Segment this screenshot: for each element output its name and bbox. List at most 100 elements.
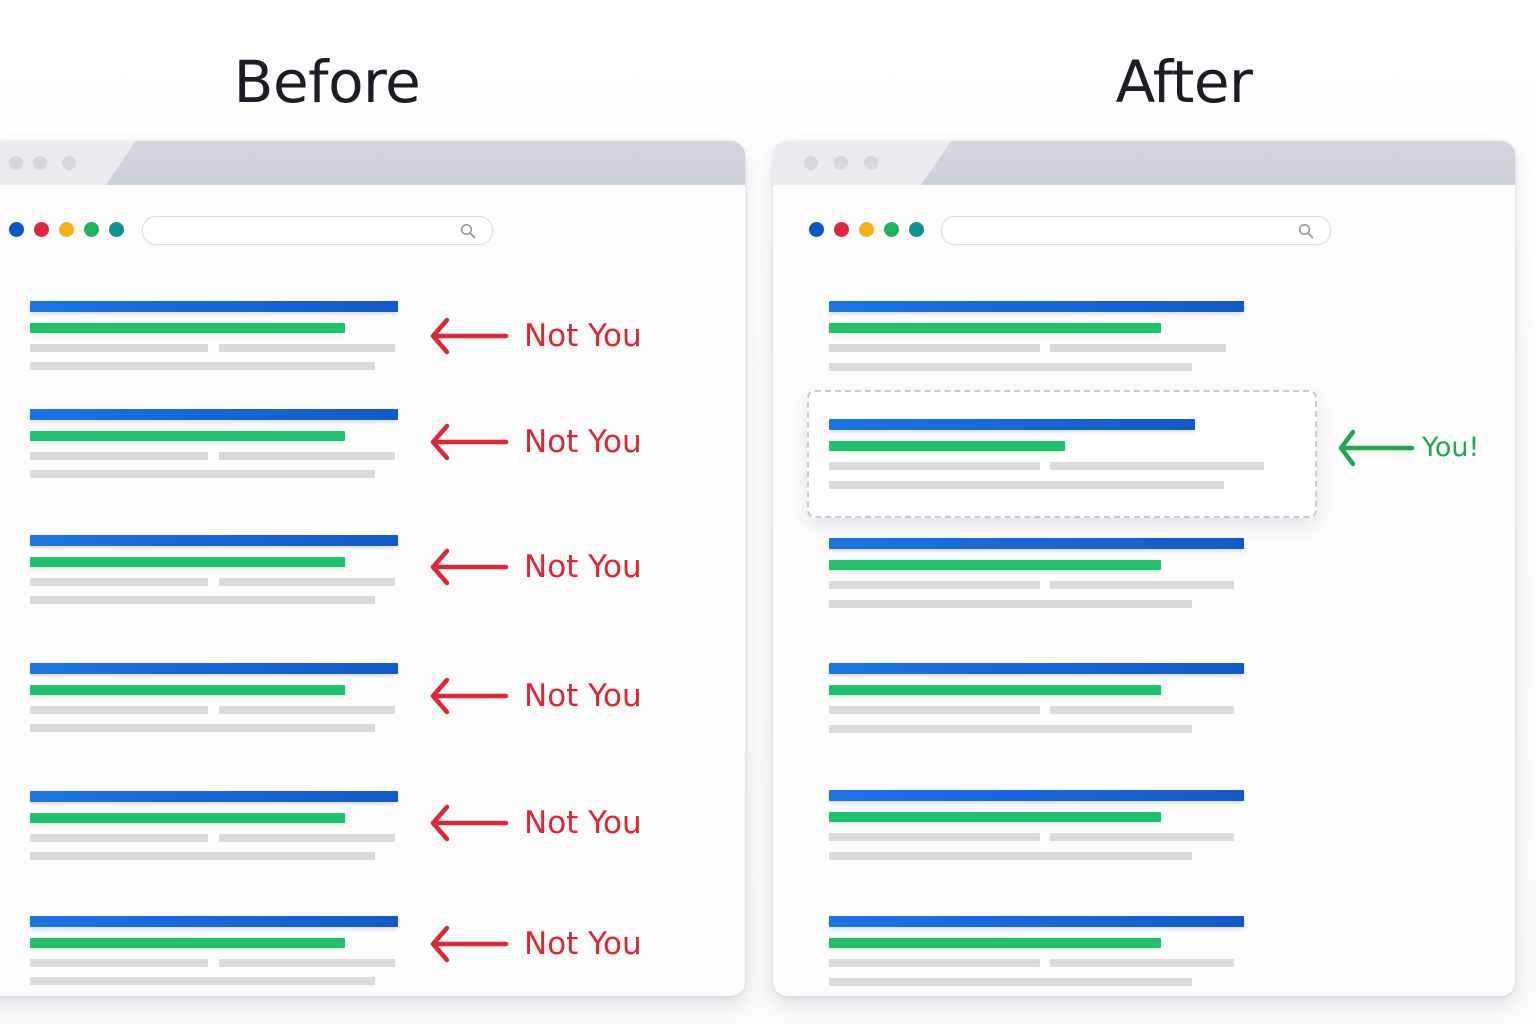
arrow-left-icon: [430, 804, 509, 842]
result-title-line[interactable]: [829, 538, 1244, 549]
result-snippet-line: [829, 344, 1040, 352]
not-you-label: Not You: [524, 549, 642, 585]
window-control-dot: [62, 156, 76, 170]
not-you-label: Not You: [524, 805, 642, 841]
result-snippet-line: [829, 363, 1192, 371]
window-control-dot: [804, 156, 818, 170]
not-you-callout: Not You: [430, 422, 660, 462]
not-you-callout: Not You: [430, 316, 660, 356]
browser-title-bar: [0, 141, 745, 185]
arrow-left-icon: [430, 677, 509, 715]
arrow-left-icon: [430, 423, 509, 461]
result-snippet-line: [30, 977, 375, 985]
before-heading: Before: [233, 48, 421, 116]
color-dot: [59, 222, 74, 237]
result-snippet-line: [1050, 959, 1234, 967]
not-you-label: Not You: [524, 678, 642, 714]
magnifier-icon: [1298, 223, 1314, 239]
color-dot: [909, 222, 924, 237]
arrow-left-icon: [430, 548, 509, 586]
result-title-line[interactable]: [30, 663, 398, 674]
result-url-line: [829, 323, 1161, 333]
result-snippet-line: [1050, 462, 1264, 470]
result-snippet-line: [30, 706, 208, 714]
result-url-line: [30, 557, 345, 567]
result-url-line: [829, 560, 1161, 570]
result-url-line: [30, 431, 345, 441]
not-you-label: Not You: [524, 424, 642, 460]
browser-tab: [106, 141, 745, 185]
result-snippet-line: [30, 344, 208, 352]
result-title-line[interactable]: [30, 535, 398, 546]
result-snippet-line: [30, 470, 375, 478]
window-control-dot: [834, 156, 848, 170]
result-title-line[interactable]: [829, 419, 1195, 430]
after-heading: After: [1115, 48, 1253, 116]
result-snippet-line: [829, 600, 1192, 608]
result-title-line[interactable]: [30, 916, 398, 927]
result-snippet-line: [829, 978, 1192, 986]
result-title-line[interactable]: [30, 301, 398, 312]
result-snippet-line: [1050, 833, 1234, 841]
not-you-label: Not You: [524, 318, 642, 354]
color-dot: [884, 222, 899, 237]
result-snippet-line: [1050, 581, 1234, 589]
not-you-label: Not You: [524, 926, 642, 962]
result-url-line: [30, 813, 345, 823]
search-bar[interactable]: [142, 216, 493, 245]
highlighted-result-box[interactable]: [807, 390, 1317, 518]
result-snippet-line: [829, 959, 1040, 967]
result-snippet-line: [219, 834, 395, 842]
arrow-left-icon: [430, 925, 509, 963]
result-snippet-line: [829, 833, 1040, 841]
browser-title-bar: [773, 141, 1515, 185]
result-title-line[interactable]: [829, 790, 1244, 801]
window-control-dot: [33, 156, 47, 170]
window-control-dot: [864, 156, 878, 170]
result-snippet-line: [1050, 344, 1226, 352]
result-snippet-line: [829, 706, 1040, 714]
result-title-line[interactable]: [829, 663, 1244, 674]
result-snippet-line: [30, 362, 375, 370]
result-snippet-line: [30, 724, 375, 732]
result-snippet-line: [219, 344, 395, 352]
not-you-callout: Not You: [430, 547, 660, 587]
result-snippet-line: [30, 959, 208, 967]
result-title-line[interactable]: [30, 409, 398, 420]
result-snippet-line: [829, 852, 1192, 860]
result-url-line: [829, 812, 1161, 822]
result-snippet-line: [30, 578, 208, 586]
color-dot: [34, 222, 49, 237]
result-snippet-line: [30, 452, 208, 460]
magnifier-icon: [460, 223, 476, 239]
result-snippet-line: [1050, 706, 1234, 714]
result-snippet-line: [30, 834, 208, 842]
search-bar[interactable]: [941, 216, 1331, 245]
result-snippet-line: [219, 706, 395, 714]
result-snippet-line: [30, 596, 375, 604]
result-snippet-line: [829, 462, 1040, 470]
result-snippet-line: [829, 481, 1224, 489]
after-browser-window: [773, 141, 1515, 996]
result-url-line: [30, 323, 345, 333]
result-url-line: [829, 938, 1161, 948]
color-dot: [9, 222, 24, 237]
not-you-callout: Not You: [430, 676, 660, 716]
browser-tab: [921, 141, 1515, 185]
result-title-line[interactable]: [829, 301, 1244, 312]
color-dot: [109, 222, 124, 237]
arrow-left-icon: [1338, 429, 1415, 467]
result-snippet-line: [219, 452, 395, 460]
result-snippet-line: [219, 578, 395, 586]
color-dot: [84, 222, 99, 237]
you-callout: You!: [1338, 428, 1498, 468]
color-dot: [834, 222, 849, 237]
result-title-line[interactable]: [829, 916, 1244, 927]
not-you-callout: Not You: [430, 803, 660, 843]
before-browser-window: [0, 141, 745, 996]
window-control-dot: [9, 156, 23, 170]
result-snippet-line: [829, 725, 1192, 733]
color-dot: [809, 222, 824, 237]
color-dot: [859, 222, 874, 237]
result-title-line[interactable]: [30, 791, 398, 802]
